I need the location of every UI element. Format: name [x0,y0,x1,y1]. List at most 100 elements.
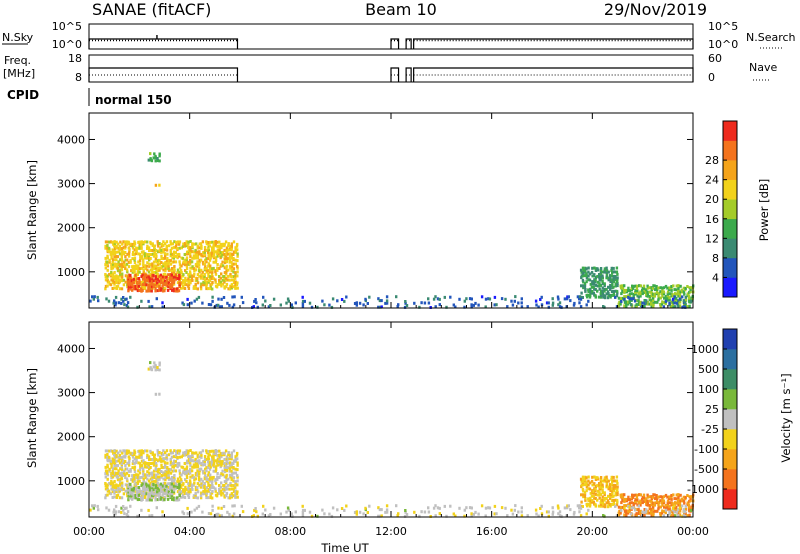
echo-cell [195,297,199,301]
echo-cell [599,267,603,270]
echo-cell [223,266,227,270]
echo-cell [172,272,176,276]
echo-cell [137,461,140,465]
echo-cell [639,493,642,497]
echo-cell [189,246,192,250]
echo-cell [674,501,677,505]
echo-cell [688,499,691,503]
echo-cell [605,292,608,296]
echo-cell [682,290,686,294]
echo-cell [120,506,123,510]
echo-cell [167,492,171,496]
echo-cell [143,279,147,283]
echo-cell [198,274,201,278]
echo-cell [583,286,586,289]
x-tick-label: 00:00 [73,525,105,538]
echo-cell [194,492,197,495]
echo-cell [223,252,226,256]
echo-cell [140,484,143,488]
echo-cell [504,506,507,510]
echo-cell [218,246,221,250]
echo-cell [614,275,617,278]
echo-cell [126,305,130,309]
nsearch-label: N.Search [746,31,796,44]
echo-cell [520,305,524,309]
echo-cell [611,280,614,284]
echo-cell [598,273,601,276]
echo-cell [336,508,339,512]
echo-cell [122,505,125,508]
echo-cell [164,242,167,246]
echo-cell [659,286,662,290]
echo-cell [620,501,623,505]
echo-cell [156,157,159,160]
echo-cell [163,256,166,260]
echo-cell [225,457,229,461]
echo-cell [203,267,207,270]
echo-cell [201,260,205,264]
echo-cell [385,504,389,508]
echo-cell [603,478,606,482]
echo-cell [223,465,226,469]
echo-cell [183,263,187,267]
echo-cell [134,493,137,497]
echo-cell [150,514,154,518]
echo-cell [404,301,407,305]
echo-cell [639,511,642,515]
echo-cell [668,495,671,499]
echo-cell [128,283,132,287]
echo-cell [206,257,210,260]
echo-cell [198,459,201,463]
echo-cell [144,267,147,271]
echo-cell [626,498,630,501]
echo-cell [200,477,203,481]
echo-cell [443,295,446,299]
echo-cell [231,504,234,508]
echo-cell [118,246,121,250]
echo-cell [137,486,141,489]
echo-cell [675,505,678,509]
echo-cell [172,469,176,473]
echo-cell [140,475,144,479]
echo-cell [589,294,592,298]
echo-cell [189,272,192,276]
echo-cell [113,456,117,459]
echo-cell [231,487,234,491]
echo-cell [196,260,199,264]
echo-cell [118,461,122,465]
echo-cell [162,477,165,481]
echo-cell [637,292,640,296]
echo-cell [128,459,131,463]
echo-cell [605,501,608,505]
echo-cell [216,248,220,252]
echo-cell [173,270,176,274]
echo-cell [200,244,203,248]
echo-cell [217,303,220,307]
echo-cell [108,258,111,262]
echo-cell [115,471,118,475]
echo-cell [138,289,141,292]
echo-cell [123,512,126,516]
echo-cell [615,479,619,483]
echo-cell [112,242,115,246]
echo-cell [201,254,204,258]
echo-cell [156,451,160,455]
echo-cell [234,489,237,493]
echo-cell [195,451,198,455]
echo-cell [601,270,604,274]
echo-cell [166,476,169,480]
echo-cell [169,252,173,256]
echo-cell [158,491,161,495]
echo-cell [174,254,178,258]
echo-cell [235,492,239,496]
echo-cell [167,268,171,272]
colorbar-swatch [723,469,737,490]
echo-cell [167,281,171,285]
colorbar-swatch [723,429,737,450]
echo-cell [207,264,210,268]
echo-cell [221,461,224,465]
echo-cell [137,260,140,264]
echo-cell [131,497,134,501]
echo-cell [336,299,339,303]
echo-cell [513,299,516,303]
